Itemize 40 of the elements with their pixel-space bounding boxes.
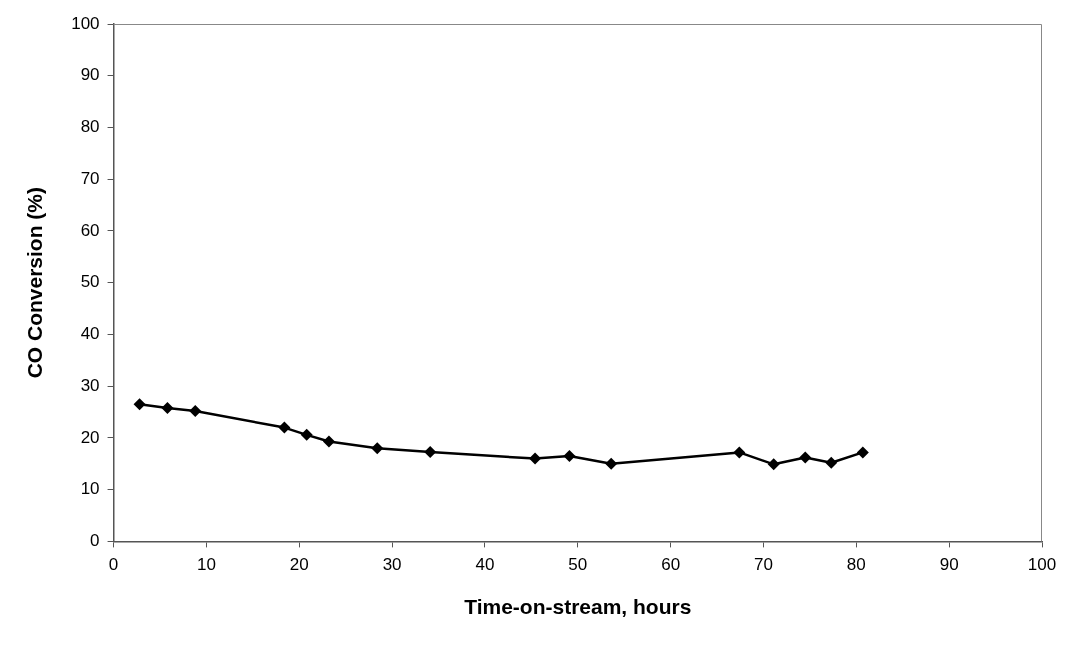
x-tick-label: 20 xyxy=(289,555,309,575)
point xyxy=(133,398,146,411)
point xyxy=(605,457,618,470)
x-tick-label: 70 xyxy=(754,555,773,575)
point xyxy=(825,456,838,469)
point xyxy=(189,405,202,418)
point xyxy=(563,450,576,463)
y-axis-title: CO Conversion (%) xyxy=(23,187,47,379)
point xyxy=(300,428,313,441)
y-tick-label: 50 xyxy=(80,272,100,292)
point xyxy=(161,401,174,414)
y-tick-label: 100 xyxy=(71,13,100,33)
x-tick-label: 90 xyxy=(939,555,959,575)
y-tick-label: 90 xyxy=(80,65,100,85)
point xyxy=(767,458,780,471)
x-axis-title: Time-on-stream, hours xyxy=(464,595,692,619)
point xyxy=(529,452,542,465)
x-tick-label: 80 xyxy=(846,555,866,575)
x-tick-label: 30 xyxy=(382,555,402,575)
x-tick-label: 10 xyxy=(196,555,216,575)
point xyxy=(856,446,869,459)
point xyxy=(322,435,335,448)
y-tick-label: 0 xyxy=(90,531,100,551)
y-tick-label: 60 xyxy=(80,220,100,240)
point xyxy=(371,442,384,455)
x-tick-label: 60 xyxy=(661,555,681,575)
y-tick-label: 70 xyxy=(80,168,100,188)
x-tick-label: 0 xyxy=(108,555,119,575)
y-tick-label: 10 xyxy=(80,479,100,499)
y-tick-label: 40 xyxy=(80,324,100,344)
x-tick-label: 40 xyxy=(475,555,495,575)
point xyxy=(799,451,812,464)
x-tick-label: 100 xyxy=(1027,555,1057,575)
point xyxy=(733,446,746,459)
y-tick-label: 30 xyxy=(80,375,100,395)
point xyxy=(278,421,291,434)
y-tick-label: 20 xyxy=(80,427,100,447)
point xyxy=(424,445,437,458)
y-tick-label: 80 xyxy=(80,117,100,137)
x-tick-label: 50 xyxy=(568,555,588,575)
